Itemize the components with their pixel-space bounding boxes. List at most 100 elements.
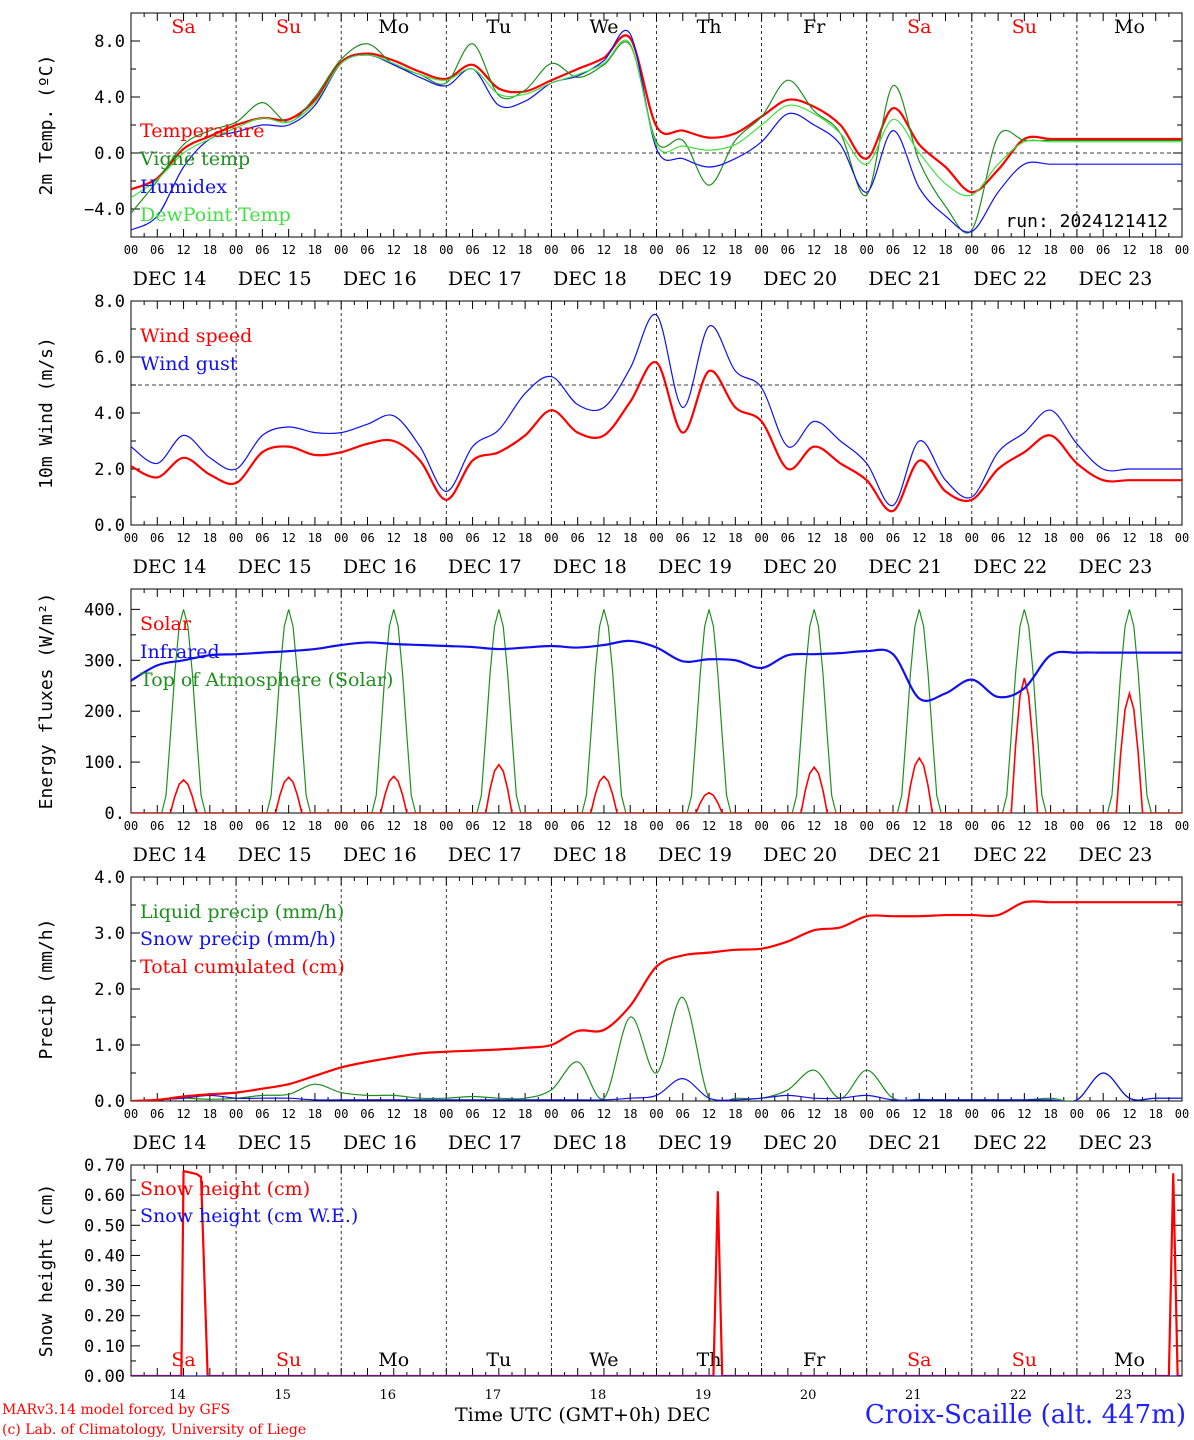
hour-label: 06	[465, 819, 479, 833]
day-label: DEC 21	[868, 268, 942, 290]
hour-label: 12	[597, 531, 611, 545]
hour-label: 00	[544, 1107, 558, 1121]
hour-label: 18	[308, 1107, 322, 1121]
hour-label: 06	[255, 1107, 269, 1121]
hour-label: 18	[1148, 819, 1162, 833]
y-tick-label: 8.0	[94, 292, 125, 312]
hour-label: 06	[360, 243, 374, 257]
legend-entry: Top of Atmosphere (Solar)	[140, 669, 393, 691]
y-tick-label: 4.0	[94, 404, 125, 424]
lab-credit: (c) Lab. of Climatology, University of L…	[2, 1422, 307, 1438]
y-tick-label: 0.20	[84, 1307, 125, 1327]
day-label: DEC 17	[448, 1132, 522, 1154]
hour-label: 18	[518, 1107, 532, 1121]
day-label: DEC 23	[1079, 268, 1153, 290]
y-tick-label: 0.0	[94, 1092, 125, 1112]
legend-entry: Infrared	[140, 641, 220, 663]
hour-label: 06	[360, 531, 374, 545]
hour-label: 06	[465, 1107, 479, 1121]
day-number-label: 21	[905, 1388, 922, 1403]
y-tick-label: 0.60	[84, 1186, 125, 1206]
day-label: DEC 19	[658, 1132, 732, 1154]
hour-label: 00	[1175, 243, 1189, 257]
legend-entry: Temperature	[140, 120, 264, 142]
day-label: DEC 16	[343, 1132, 417, 1154]
hour-label: 06	[360, 819, 374, 833]
hour-label: 00	[334, 243, 348, 257]
hour-label: 00	[965, 819, 979, 833]
day-label: DEC 14	[133, 844, 207, 866]
y-tick-label: 2.0	[94, 460, 125, 480]
hour-label: 18	[1148, 243, 1162, 257]
y-tick-label: 0.30	[84, 1277, 125, 1297]
hour-label: 06	[570, 819, 584, 833]
hour-label: 12	[492, 1107, 506, 1121]
y-tick-label: 0.40	[84, 1246, 125, 1266]
series-group	[131, 1169, 1182, 1376]
series-line-3	[131, 39, 1182, 199]
y-tick-label: 0.50	[84, 1216, 125, 1236]
hour-label: 06	[676, 531, 690, 545]
hour-label: 18	[308, 531, 322, 545]
hour-label: 00	[334, 819, 348, 833]
hour-label: 00	[439, 1107, 453, 1121]
hour-label: 12	[597, 819, 611, 833]
hour-label: 06	[1096, 531, 1110, 545]
y-tick-label: 200.	[84, 702, 125, 722]
weekday-label: Sa	[171, 1349, 195, 1371]
hour-label: 12	[912, 1107, 926, 1121]
panel-5: 0.00 0.10 0.20 0.30 0.40 0.50 0.60 0.70 Snow hei…	[36, 1156, 1183, 1403]
hour-label: 12	[912, 243, 926, 257]
day-label: DEC 21	[868, 1132, 942, 1154]
hour-label: 06	[886, 531, 900, 545]
day-label: DEC 17	[448, 556, 522, 578]
hour-label: 00	[1070, 1107, 1084, 1121]
legend-entry: Solar	[140, 613, 192, 635]
hour-label: 18	[1043, 243, 1057, 257]
y-tick-label: 0.10	[84, 1337, 125, 1357]
hour-label: 12	[1122, 819, 1136, 833]
day-label: DEC 16	[343, 556, 417, 578]
run-label: run: 2024121412	[1005, 211, 1168, 232]
hour-label: 06	[781, 819, 795, 833]
hour-label: 12	[807, 819, 821, 833]
hour-label: 06	[465, 243, 479, 257]
hour-label: 06	[781, 531, 795, 545]
hour-label: 06	[676, 819, 690, 833]
series-line-2	[131, 900, 1182, 1101]
series-group	[131, 313, 1182, 513]
legend-entry: Vigne temp	[139, 148, 250, 170]
series-line-0	[131, 639, 1182, 702]
day-label: DEC 19	[658, 844, 732, 866]
y-tick-label: 6.0	[94, 348, 125, 368]
hour-label: 06	[991, 531, 1005, 545]
day-label: DEC 18	[553, 268, 627, 290]
hour-label: 18	[938, 243, 952, 257]
series-line-1	[131, 313, 1182, 507]
y-axis-title: Snow height (cm)	[36, 1184, 57, 1357]
weekday-label: Sa	[907, 16, 931, 38]
hour-label: 00	[754, 243, 768, 257]
day-label: DEC 15	[238, 556, 312, 578]
day-number-label: 23	[1115, 1388, 1132, 1403]
panel-2: 0.0 2.0 4.0 6.0 8.0 10m Wind (m/s) 00 06 12 18 00 0…	[36, 292, 1189, 578]
hour-label: 12	[1122, 531, 1136, 545]
hour-label: 00	[544, 243, 558, 257]
hour-label: 06	[150, 243, 164, 257]
hour-label: 18	[1148, 531, 1162, 545]
hour-label: 06	[991, 819, 1005, 833]
y-tick-label: 3.0	[94, 924, 125, 944]
hour-label: 06	[570, 1107, 584, 1121]
day-label: DEC 20	[763, 556, 837, 578]
hour-label: 18	[623, 1107, 637, 1121]
day-label: DEC 17	[448, 268, 522, 290]
hour-label: 06	[886, 819, 900, 833]
y-tick-label: 0.70	[84, 1156, 125, 1176]
hour-label: 12	[702, 819, 716, 833]
hour-label: 12	[912, 531, 926, 545]
y-tick-label: −4.0	[84, 200, 125, 220]
weekday-label: We	[589, 1349, 618, 1371]
hour-label: 12	[492, 531, 506, 545]
hour-label: 18	[203, 243, 217, 257]
hour-label: 18	[938, 1107, 952, 1121]
